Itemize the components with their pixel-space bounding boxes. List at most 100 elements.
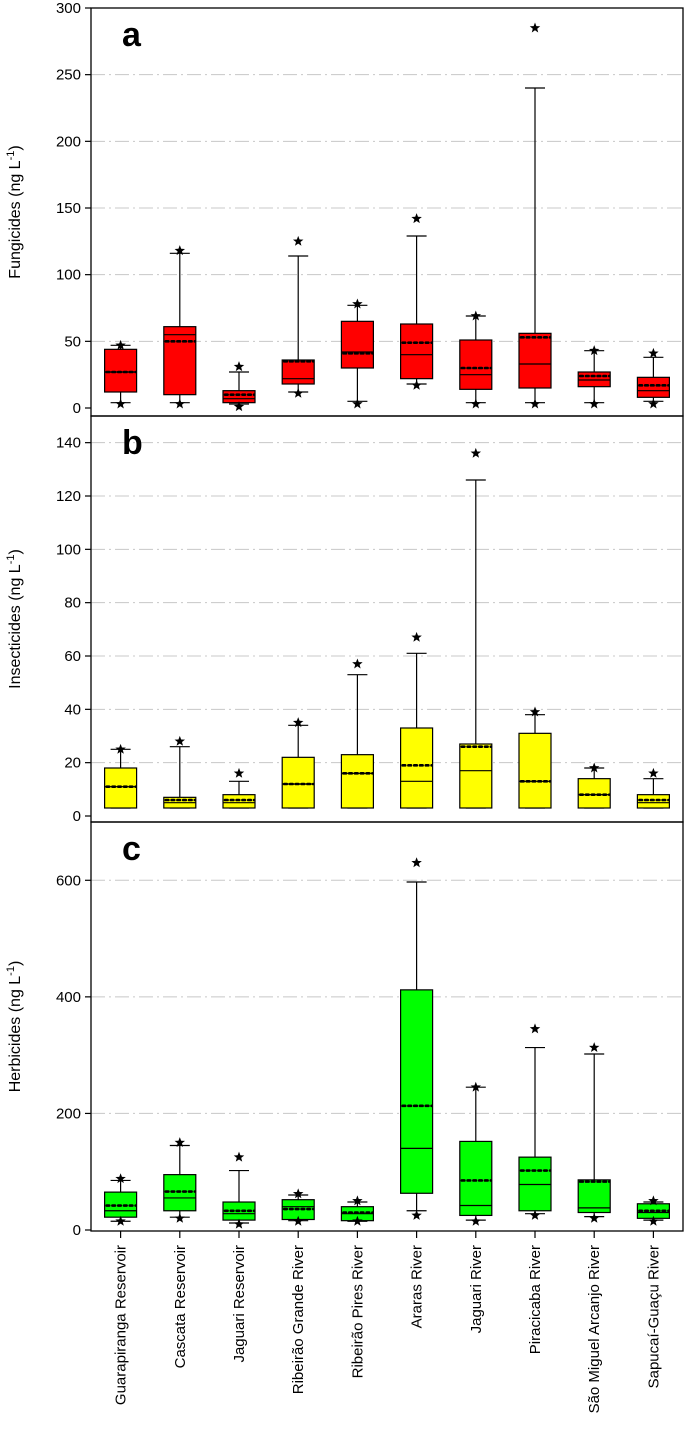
outlier-0: [411, 379, 422, 390]
box-c-3: [281, 1188, 315, 1226]
y-axis-label-superscript-b: -1: [5, 555, 17, 565]
box-iqr: [459, 743, 493, 809]
box-c-8: [577, 1042, 611, 1223]
y-tick-label-a-0: 0: [73, 400, 81, 417]
outlier-0: [174, 398, 186, 409]
box-b-4: [340, 658, 374, 809]
outlier-0: [588, 398, 600, 409]
plot-frame-c: [90, 821, 684, 1232]
y-axis-label-close-c: ): [7, 961, 24, 966]
outlier-0: [352, 658, 363, 669]
y-tick-label-a-2: 100: [56, 267, 81, 284]
outlier-1: [648, 1195, 659, 1206]
box-c-5: [400, 857, 434, 1220]
outlier-0: [648, 1215, 659, 1226]
box-iqr: [636, 376, 671, 398]
x-tick-label-7: Piracicaba River: [527, 1245, 544, 1354]
y-tick-label-c-0: 0: [73, 1222, 81, 1239]
box-a-5: [400, 213, 434, 390]
y-axis-label-text-a: Fungicides (ng L: [7, 160, 24, 278]
x-tick-label-6: Jaguari River: [468, 1245, 485, 1333]
box-iqr: [400, 727, 434, 809]
box-c-0: [103, 1173, 138, 1226]
x-tick-label-3: Ribeirão Grande River: [290, 1245, 307, 1394]
outlier-0: [292, 1215, 304, 1226]
x-tick-label-9: Sapucaí-Guaçu River: [645, 1245, 662, 1388]
outlier-1: [588, 345, 600, 356]
y-axis-label-superscript-a: -1: [5, 151, 17, 161]
y-axis-label-c: Herbicides (ng L-1): [5, 961, 24, 1093]
box-b-9: [636, 767, 671, 809]
y-tick-label-a-1: 50: [64, 333, 81, 350]
outlier-1: [529, 1023, 541, 1034]
box-iqr: [163, 326, 197, 396]
x-tick-label-4: Ribeirão Pires River: [349, 1245, 366, 1378]
y-axis-label-text-b: Insecticides (ng L: [7, 564, 24, 689]
box-c-7: [518, 1023, 552, 1220]
outlier-1: [470, 1081, 482, 1092]
y-tick-label-b-0: 0: [73, 808, 81, 825]
box-c-4: [340, 1195, 374, 1226]
outlier-0: [292, 717, 304, 728]
box-iqr: [518, 332, 552, 389]
outlier-0: [352, 1215, 363, 1226]
outlier-1: [352, 298, 363, 309]
outlier-1: [292, 1188, 304, 1199]
box-iqr: [340, 320, 374, 369]
y-tick-label-b-6: 120: [56, 488, 81, 505]
outlier-0: [233, 401, 245, 412]
outlier-0: [470, 398, 482, 409]
y-tick-label-b-1: 20: [64, 755, 81, 772]
outlier-0: [529, 706, 541, 717]
outlier-0: [470, 1215, 482, 1226]
outlier-1: [529, 22, 541, 33]
box-b-5: [400, 631, 434, 809]
box-iqr: [636, 794, 671, 809]
outlier-0: [233, 767, 245, 778]
outlier-0: [174, 735, 186, 746]
y-axis-label-superscript-c: -1: [5, 966, 17, 976]
outlier-0: [174, 1212, 186, 1223]
x-tick-label-0: Guarapiranga Reservoir: [113, 1245, 130, 1405]
y-tick-label-b-2: 40: [64, 701, 81, 718]
box-iqr: [340, 754, 374, 809]
outlier-0: [292, 387, 304, 398]
outlier-0: [588, 1212, 600, 1223]
outlier-0: [115, 743, 126, 754]
x-tick-label-5: Araras River: [409, 1245, 426, 1328]
box-c-1: [163, 1137, 197, 1223]
x-tick-label-8: São Miguel Arcanjo River: [586, 1245, 603, 1413]
box-c-6: [459, 1081, 493, 1226]
outlier-1: [174, 1137, 186, 1148]
outlier-0: [233, 1218, 245, 1229]
y-axis-label-close-b: ): [7, 549, 24, 554]
box-iqr: [222, 794, 256, 809]
y-tick-label-a-3: 150: [56, 200, 81, 217]
outlier-0: [411, 1209, 422, 1220]
y-axis-label-close-a: ): [7, 145, 24, 150]
outlier-0: [648, 767, 659, 778]
panel-letter-a: a: [122, 16, 142, 54]
panel-b: 0 20 40 60 80 100 120 140 Insecticides (ng L-1) b: [5, 415, 684, 825]
y-tick-label-a-4: 200: [56, 133, 81, 150]
box-iqr: [400, 323, 434, 380]
box-iqr: [103, 348, 138, 393]
outlier-1: [470, 310, 482, 321]
panel-letter-b: b: [122, 424, 143, 462]
y-tick-label-c-1: 200: [56, 1105, 81, 1122]
outlier-0: [115, 398, 126, 409]
box-iqr: [281, 756, 315, 809]
box-iqr: [281, 359, 315, 385]
y-tick-label-c-2: 400: [56, 989, 81, 1006]
box-iqr: [577, 778, 611, 809]
outlier-0: [411, 631, 422, 642]
box-c-2: [222, 1151, 256, 1229]
box-c-9: [636, 1195, 671, 1226]
box-b-2: [222, 767, 256, 809]
panel-c: 0 200 400 600 Herbicides (ng L-1) c: [5, 821, 684, 1239]
outlier-1: [648, 347, 659, 358]
box-b-3: [281, 717, 315, 809]
y-axis-label-text-c: Herbicides (ng L: [7, 976, 24, 1093]
outlier-1: [233, 361, 245, 372]
